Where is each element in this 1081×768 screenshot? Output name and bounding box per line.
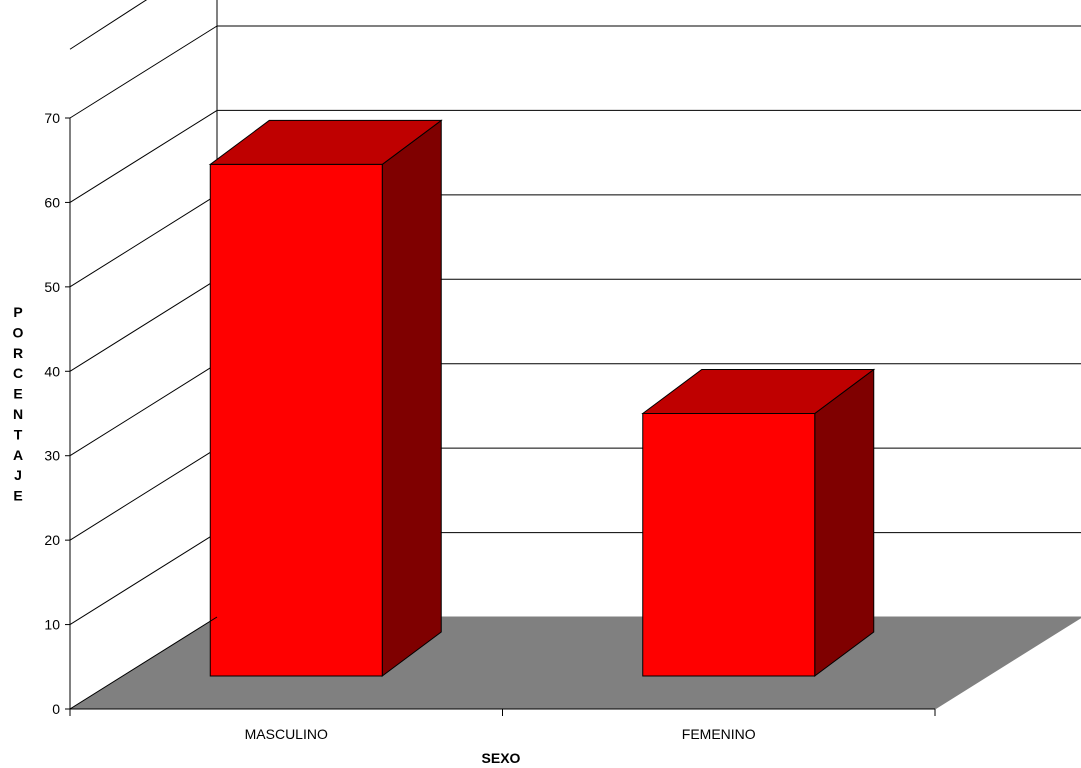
side-gridline [69, 447, 218, 541]
y-tick-labels: 0 10 20 30 40 50 60 70 [44, 110, 60, 717]
y-axis-title-letter: T [14, 426, 23, 442]
y-axis-title-letter: P [13, 304, 22, 320]
y-axis-title-letter: O [13, 324, 24, 340]
bar-side [381, 119, 442, 677]
floor-left-edge [69, 616, 218, 710]
bar-front [209, 163, 383, 677]
y-tick-label: 10 [44, 617, 60, 633]
side-gridline [69, 25, 218, 119]
y-tick-label: 70 [44, 110, 60, 126]
side-wall-top-edge [69, 0, 148, 50]
y-axis-title-letter: C [13, 365, 23, 381]
axes [65, 117, 936, 716]
side-gridline [69, 278, 218, 372]
side-gridline [69, 532, 218, 625]
x-axis-title: SEXO [482, 750, 521, 766]
y-axis-title-letter: J [14, 467, 22, 483]
side-gridline [69, 194, 218, 288]
y-axis-title-letter: A [13, 447, 23, 463]
x-category-labels: MASCULINO FEMENINO [245, 726, 756, 742]
y-axis-title-letter: E [13, 386, 22, 402]
y-tick-label: 0 [52, 701, 60, 717]
y-tick-label: 60 [44, 194, 60, 210]
y-tick-label: 20 [44, 532, 60, 548]
y-tick-label: 30 [44, 448, 60, 464]
bar [208, 119, 443, 677]
bar-side [814, 368, 875, 677]
x-category-label: FEMENINO [682, 726, 756, 742]
y-axis-title-letter: N [13, 406, 23, 422]
side-gridline [69, 363, 218, 457]
side-gridline [69, 110, 218, 203]
chart-walls [69, 0, 218, 617]
bar [641, 368, 876, 677]
x-category-label: MASCULINO [245, 726, 328, 742]
y-tick-label: 40 [44, 363, 60, 379]
bar-front [642, 413, 816, 677]
bars [208, 119, 876, 677]
y-axis-title-letter: E [13, 488, 22, 504]
y-tick-label: 50 [44, 279, 60, 295]
y-axis-title-letter: R [13, 345, 23, 361]
